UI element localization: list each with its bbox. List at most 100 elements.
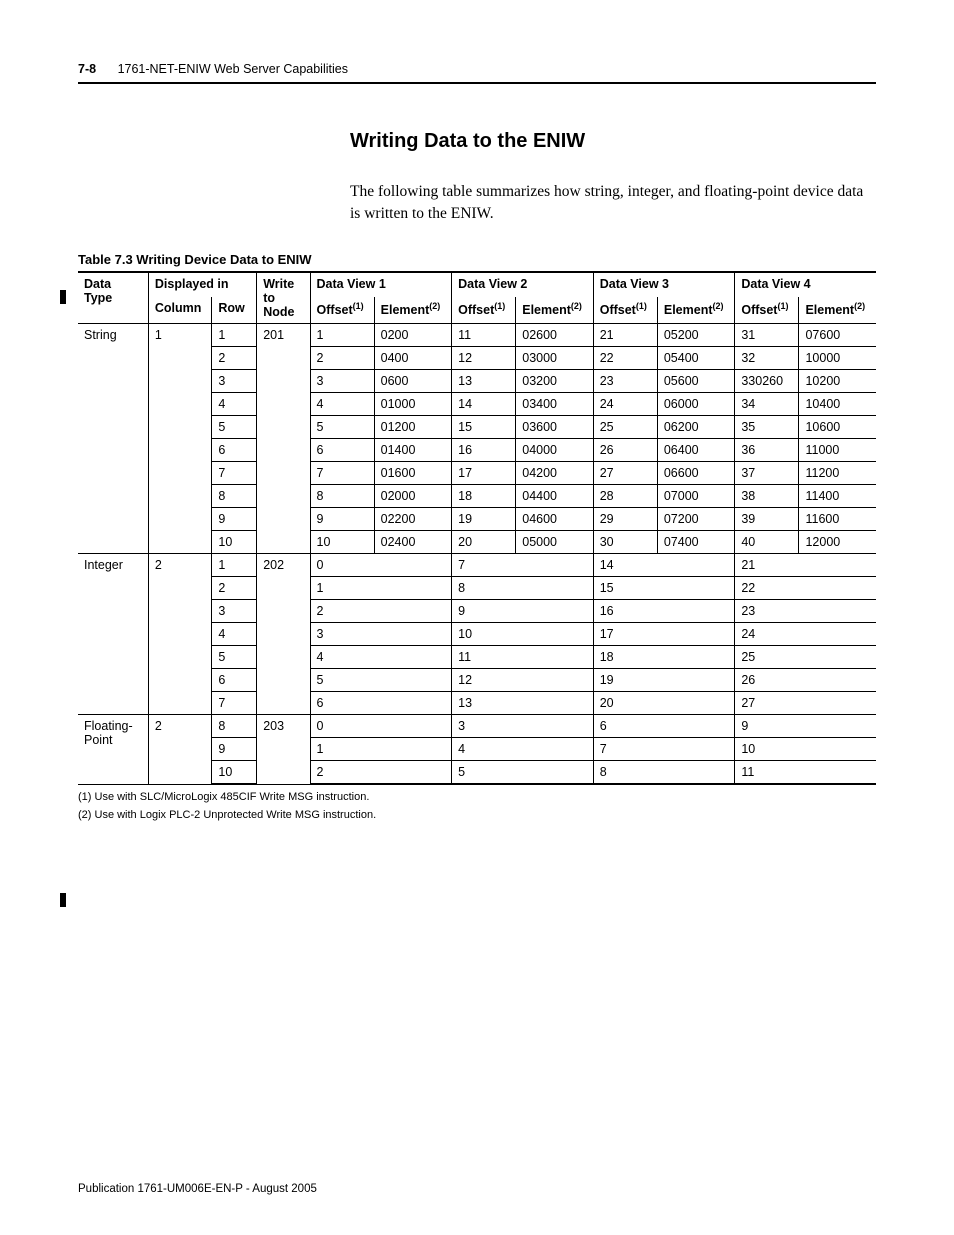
table-cell: 21 (735, 554, 876, 577)
table-cell: 202 (257, 554, 310, 715)
table-cell: 12000 (799, 531, 876, 554)
table-cell: 1 (310, 577, 452, 600)
table-cell: 6 (310, 439, 374, 462)
table-cell: 23 (735, 600, 876, 623)
th-element-1: Element(2) (374, 297, 451, 324)
table-cell: 19 (452, 508, 516, 531)
table-cell: 03400 (516, 393, 593, 416)
table-cell: 4 (310, 646, 452, 669)
table-cell: 07400 (657, 531, 734, 554)
th-data-type: Data Type (78, 272, 148, 324)
th-displayed-in: Displayed in (148, 272, 256, 297)
table-cell: 3 (310, 623, 452, 646)
table-cell: 16 (452, 439, 516, 462)
table-cell: 5 (452, 761, 594, 785)
table-cell: 3 (310, 370, 374, 393)
table-cell: 11 (452, 324, 516, 347)
table-cell: 5 (310, 669, 452, 692)
table-cell: 04200 (516, 462, 593, 485)
table-cell: 26 (735, 669, 876, 692)
table-cell: 18 (593, 646, 735, 669)
table-cell: 23 (593, 370, 657, 393)
table-cell: 01400 (374, 439, 451, 462)
table-cell: 22 (735, 577, 876, 600)
table-cell: 3 (212, 370, 257, 393)
table-cell: 30 (593, 531, 657, 554)
table-cell: 9 (212, 508, 257, 531)
th-element-2: Element(2) (516, 297, 593, 324)
table-cell: 7 (212, 692, 257, 715)
table-body: String1120110200110260021052003107600220… (78, 324, 876, 785)
table-cell: 12 (452, 669, 594, 692)
th-write-node: Write to Node (257, 272, 310, 324)
table-cell: 26 (593, 439, 657, 462)
table-cell: 12 (452, 347, 516, 370)
running-header: 7-8 1761-NET-ENIW Web Server Capabilitie… (78, 62, 876, 76)
table-cell: 17 (452, 462, 516, 485)
table-cell: String (78, 324, 148, 554)
th-row: Row (212, 297, 257, 324)
table-cell: 9 (212, 738, 257, 761)
table-cell: 32 (735, 347, 799, 370)
table-cell: 37 (735, 462, 799, 485)
table-cell: 15 (593, 577, 735, 600)
table-cell: 24 (593, 393, 657, 416)
table-cell: 0400 (374, 347, 451, 370)
table-cell: 1 (212, 324, 257, 347)
table-cell: 06000 (657, 393, 734, 416)
table-cell: 24 (735, 623, 876, 646)
table-row: Floating-Point282030369 (78, 715, 876, 738)
table-cell: 06600 (657, 462, 734, 485)
section-body: The following table summarizes how strin… (350, 181, 876, 224)
th-element-4: Element(2) (799, 297, 876, 324)
header-rule (78, 82, 876, 84)
table-cell: 06200 (657, 416, 734, 439)
table-cell: 8 (310, 485, 374, 508)
table-cell: 6 (212, 439, 257, 462)
change-bar-icon (60, 893, 66, 907)
table-cell: 8 (212, 485, 257, 508)
table-cell: 8 (452, 577, 594, 600)
table-cell: 2 (148, 554, 212, 715)
table-cell: 5 (212, 416, 257, 439)
th-offset-2: Offset(1) (452, 297, 516, 324)
table-cell: 05600 (657, 370, 734, 393)
table-cell: 5 (212, 646, 257, 669)
table-cell: 29 (593, 508, 657, 531)
footnote-2: (2) Use with Logix PLC-2 Unprotected Wri… (78, 809, 876, 821)
data-table: Data Type Displayed in Write to Node Dat… (78, 271, 876, 785)
table-cell: 10000 (799, 347, 876, 370)
table-cell: 05200 (657, 324, 734, 347)
th-dv2: Data View 2 (452, 272, 594, 297)
table-cell: 2 (310, 347, 374, 370)
table-cell: Integer (78, 554, 148, 715)
table-cell: 6 (212, 669, 257, 692)
table-cell: 9 (452, 600, 594, 623)
table-cell: 10 (452, 623, 594, 646)
table-cell: 02600 (516, 324, 593, 347)
table-cell: 20 (593, 692, 735, 715)
table-cell: 07200 (657, 508, 734, 531)
table-cell: 7 (452, 554, 594, 577)
table-cell: 10400 (799, 393, 876, 416)
table-cell: 7 (310, 462, 374, 485)
table-cell: 02200 (374, 508, 451, 531)
chapter-title: 1761-NET-ENIW Web Server Capabilities (118, 62, 348, 76)
table-cell: 1 (212, 554, 257, 577)
table-cell: 11 (452, 646, 594, 669)
table-cell: 03200 (516, 370, 593, 393)
table-cell: 11400 (799, 485, 876, 508)
table-cell: 07000 (657, 485, 734, 508)
table-cell: 1 (148, 324, 212, 554)
table-cell: 0 (310, 554, 452, 577)
table-cell: 38 (735, 485, 799, 508)
table-cell: 7 (212, 462, 257, 485)
table-cell: 03600 (516, 416, 593, 439)
table-cell: 03000 (516, 347, 593, 370)
table-cell: 17 (593, 623, 735, 646)
th-offset-1: Offset(1) (310, 297, 374, 324)
table-cell: 0600 (374, 370, 451, 393)
table-cell: 01200 (374, 416, 451, 439)
table-cell: 27 (735, 692, 876, 715)
table-cell: 201 (257, 324, 310, 554)
